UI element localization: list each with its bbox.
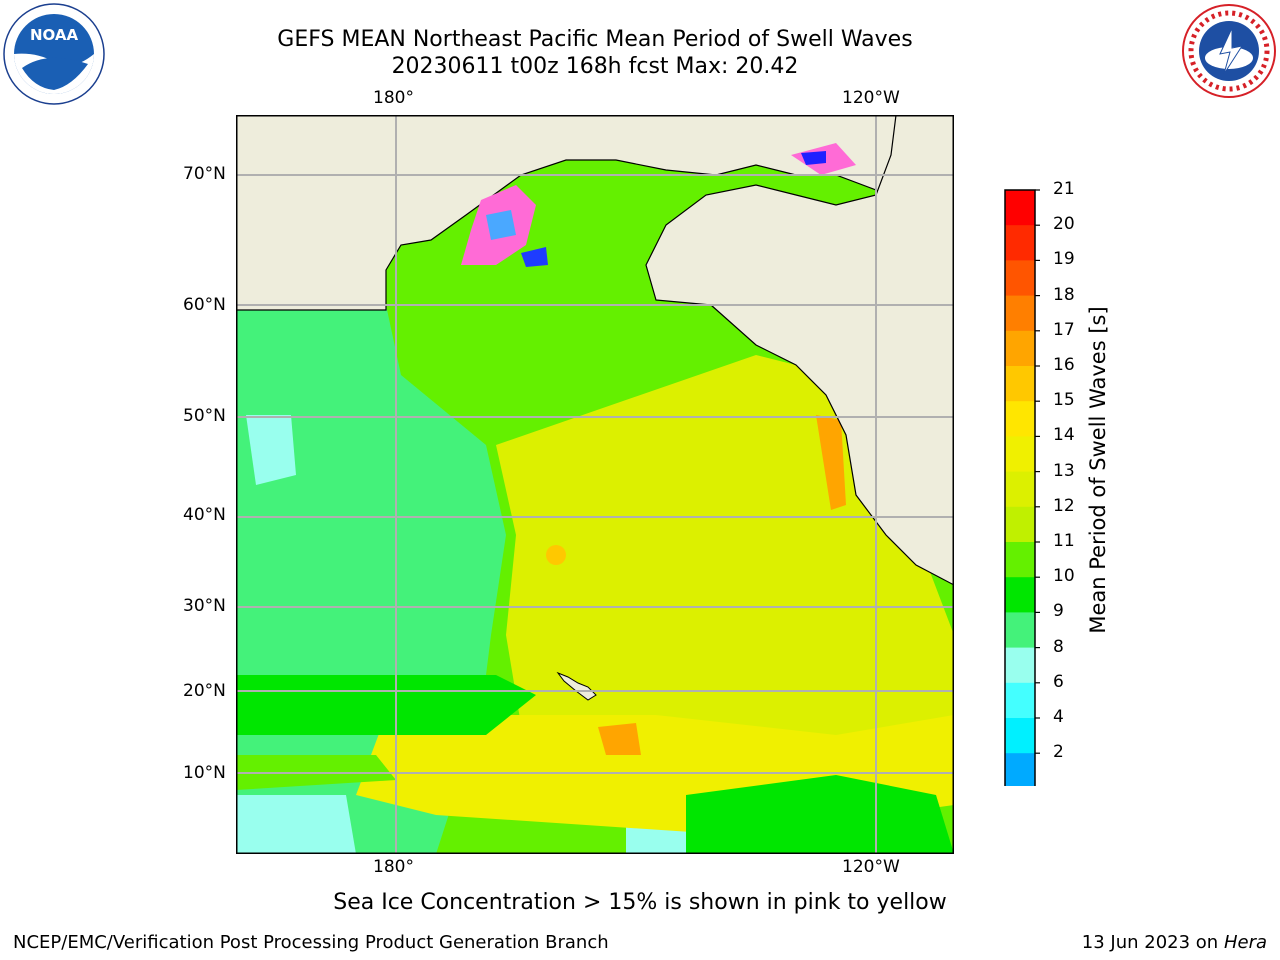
colorbar-tick-label: 2 [1053, 742, 1064, 763]
national-weather-service-logo [1180, 2, 1278, 100]
colorbar-title: Mean Period of Swell Waves [s] [1086, 306, 1110, 634]
colorbar-segment [1005, 295, 1035, 332]
colorbar-segment [1005, 542, 1035, 578]
colorbar-segment [1005, 436, 1035, 473]
svg-text:NOAA: NOAA [30, 26, 79, 44]
colorbar-tick-label: 4 [1053, 707, 1064, 727]
colorbar-tick-label: 19 [1053, 249, 1075, 270]
lat-label-60n: 60°N [183, 295, 226, 315]
lat-label-40n: 40°N [183, 505, 226, 525]
lon-label-top-180: 180° [373, 88, 414, 108]
colorbar [1000, 186, 1040, 786]
colorbar-tick-label: 21 [1053, 179, 1075, 199]
colorbar-segment [1005, 366, 1035, 402]
colorbar-tick-label: 6 [1053, 671, 1064, 692]
colorbar-tick-label: 11 [1053, 531, 1075, 551]
colorbar-tick-label: 10 [1053, 566, 1075, 587]
map-title: GEFS MEAN Northeast Pacific Mean Period … [277, 27, 913, 52]
colorbar-segment [1005, 718, 1035, 754]
colorbar-tick-label: 13 [1053, 460, 1075, 481]
map-subtitle: 20230611 t00z 168h fcst Max: 20.42 [391, 54, 799, 79]
colorbar-segment [1005, 330, 1035, 367]
colorbar-segment [1005, 506, 1035, 543]
colorbar-segment [1005, 753, 1035, 786]
map-panel [236, 115, 954, 854]
lon-label-bottom-180: 180° [373, 857, 414, 877]
lat-label-20n: 20°N [183, 681, 226, 701]
footer-producer: NCEP/EMC/Verification Post Processing Pr… [13, 932, 609, 953]
colorbar-segment [1005, 260, 1035, 297]
lat-label-70n: 70°N [183, 164, 226, 184]
lat-label-10n: 10°N [183, 763, 226, 783]
colorbar-tick-label: 8 [1053, 636, 1064, 657]
lon-label-top-120w: 120°W [842, 88, 900, 108]
footer-date: 13 Jun 2023 on Hera [1081, 932, 1267, 953]
colorbar-tick-label: 9 [1053, 601, 1064, 622]
sea-ice-note: Sea Ice Concentration > 15% is shown in … [333, 890, 947, 915]
colorbar-tick-label: 16 [1053, 355, 1075, 375]
colorbar-tick-label: 18 [1053, 284, 1075, 305]
colorbar-tick-label: 20 [1053, 214, 1075, 235]
colorbar-tick-label: 12 [1053, 495, 1075, 516]
colorbar-tick-label: 15 [1053, 390, 1075, 411]
colorbar-segment [1005, 682, 1035, 719]
footer-machine: Hera [1223, 932, 1267, 953]
colorbar-tick-label: 14 [1053, 425, 1075, 446]
colorbar-segment [1005, 647, 1035, 684]
lat-label-50n: 50°N [183, 406, 226, 426]
colorbar-segment [1005, 471, 1035, 508]
noaa-logo: NOAA [2, 2, 106, 106]
colorbar-segment [1005, 612, 1035, 649]
colorbar-segment [1005, 577, 1035, 613]
colorbar-tick-label: 17 [1053, 319, 1075, 340]
colorbar-segment [1005, 190, 1035, 226]
lat-label-30n: 30°N [183, 596, 226, 616]
colorbar-segment [1005, 225, 1035, 261]
colorbar-segment [1005, 401, 1035, 437]
lon-label-bottom-120w: 120°W [842, 857, 900, 877]
